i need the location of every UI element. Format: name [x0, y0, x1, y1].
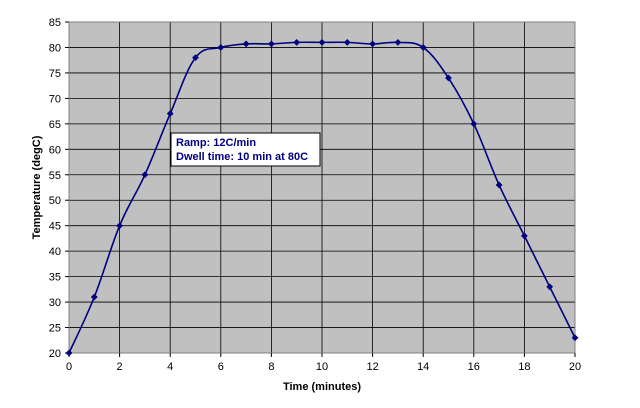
x-tick-label: 10 [316, 361, 328, 373]
y-tick-label: 20 [49, 348, 61, 360]
y-tick-label: 85 [49, 17, 61, 29]
x-tick-label: 8 [268, 361, 274, 373]
y-tick-label: 40 [49, 246, 61, 258]
y-tick-label: 30 [49, 297, 61, 309]
data-point-marker [217, 44, 225, 51]
data-point-marker [495, 181, 503, 189]
x-axis-ticks: 0 2 4 6 8 10 12 14 16 18 20 [66, 353, 581, 373]
data-point-marker [521, 232, 528, 240]
y-tick-label: 70 [49, 93, 61, 105]
annotation-dwell-text: Dwell time: 10 min at 80C [176, 151, 308, 163]
annotation-box: Ramp: 12C/min Dwell time: 10 min at 80C [170, 132, 321, 167]
data-point-marker [318, 38, 326, 46]
y-tick-label: 35 [49, 272, 61, 284]
x-tick-label: 12 [366, 361, 378, 373]
data-point-marker [116, 222, 123, 230]
y-tick-label: 55 [49, 170, 61, 182]
data-point-marker [571, 334, 579, 342]
data-point-marker [546, 283, 554, 291]
data-point-marker [419, 44, 427, 51]
data-point-marker [192, 54, 199, 62]
data-point-marker [90, 293, 98, 301]
data-point-marker [343, 38, 351, 46]
data-point-marker [141, 171, 149, 179]
data-point-marker [268, 40, 275, 48]
x-tick-label: 2 [117, 361, 123, 373]
y-axis-ticks: 20 25 30 35 40 45 50 55 60 65 70 75 80 85 [49, 17, 69, 360]
data-point-marker [369, 40, 376, 48]
y-tick-label: 75 [49, 68, 61, 80]
x-axis-title: Time (minutes) [283, 381, 361, 393]
data-point-marker [394, 38, 402, 46]
y-axis-title: Temperature (degC) [31, 135, 43, 239]
y-tick-label: 25 [49, 323, 61, 335]
data-point-marker [445, 74, 452, 82]
y-tick-label: 45 [49, 221, 61, 233]
y-tick-label: 50 [49, 195, 61, 207]
y-tick-label: 80 [49, 42, 61, 54]
data-point-marker [470, 120, 478, 128]
x-tick-label: 16 [468, 361, 480, 373]
x-tick-label: 18 [518, 361, 530, 373]
x-tick-label: 6 [218, 361, 224, 373]
data-point-marker [65, 349, 73, 357]
annotation-background [170, 132, 321, 167]
data-point-marker [242, 40, 250, 48]
data-point-marker [293, 38, 301, 46]
y-tick-label: 65 [49, 119, 61, 131]
data-point-markers [65, 38, 579, 357]
x-tick-label: 20 [569, 361, 581, 373]
x-tick-label: 4 [167, 361, 173, 373]
y-tick-label: 60 [49, 144, 61, 156]
x-tick-label: 0 [66, 361, 72, 373]
annotation-ramp-text: Ramp: 12C/min [176, 137, 256, 149]
x-tick-label: 14 [417, 361, 429, 373]
data-point-marker [166, 110, 174, 118]
